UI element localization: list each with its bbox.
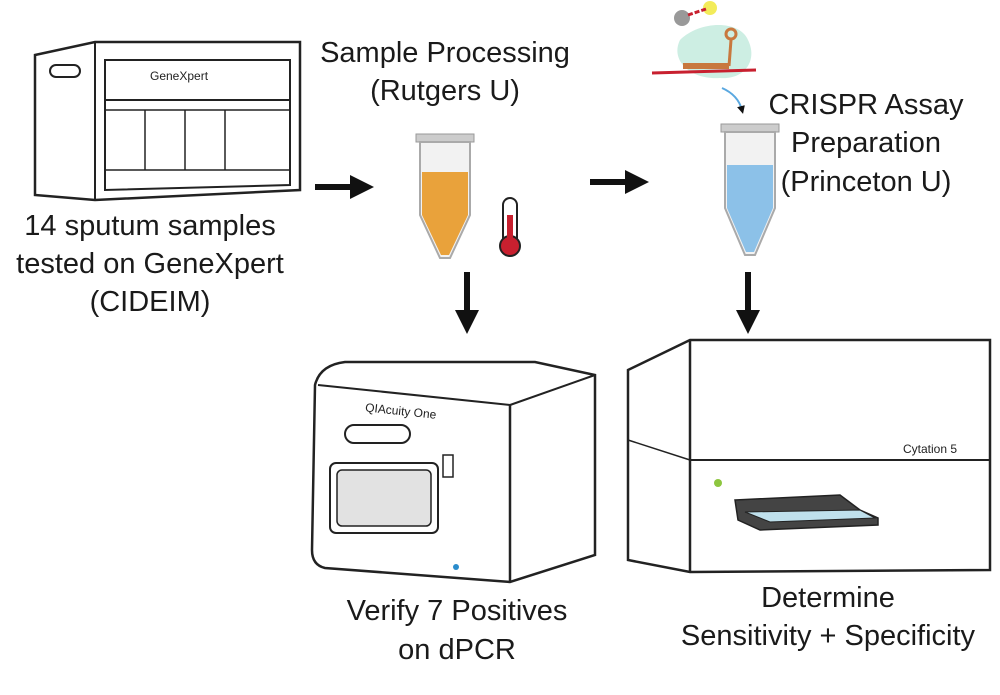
- dpcr-text-2: on dPCR: [398, 634, 516, 666]
- crispr-text-2: Preparation: [791, 127, 941, 159]
- cytation-device: Cytation 5: [626, 338, 992, 574]
- crispr-text-1: CRISPR Assay: [769, 89, 964, 121]
- processing-text-2: (Rutgers U): [370, 75, 520, 107]
- genexpert-text-2: tested on GeneXpert: [16, 248, 284, 280]
- genexpert-text-3: (CIDEIM): [90, 286, 211, 318]
- qiacuity-device: QIAcuity One: [310, 360, 597, 584]
- genexpert-text-1: 14 sputum samples: [24, 210, 275, 242]
- processing-text-1: Sample Processing: [320, 37, 570, 69]
- genexpert-label: GeneXpert: [150, 69, 209, 83]
- crispr-text-3: (Princeton U): [781, 166, 952, 198]
- cytation-text-2: Sensitivity + Specificity: [681, 620, 976, 652]
- orange-tube-icon: [415, 133, 475, 259]
- cytation-text-1: Determine: [761, 582, 895, 614]
- dpcr-text-1: Verify 7 Positives: [347, 595, 568, 627]
- cytation-label: Cytation 5: [903, 442, 957, 456]
- thermometer-icon: [499, 197, 521, 257]
- crispr-complex-icon: [651, 1, 757, 114]
- blue-tube-icon: [720, 123, 780, 256]
- genexpert-device: GeneXpert: [33, 40, 302, 202]
